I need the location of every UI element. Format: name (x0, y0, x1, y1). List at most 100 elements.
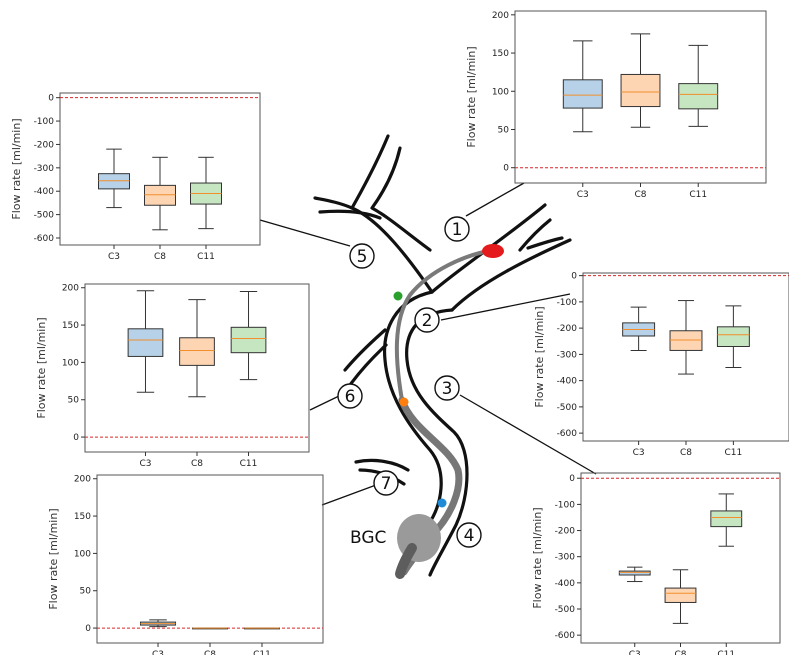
region-number-circles: 1 2 3 4 5 6 7 (337, 216, 482, 548)
y-tick-label: 200 (62, 284, 79, 294)
region-7-number: 7 (381, 474, 392, 494)
y-tick-label: -100 (555, 500, 576, 510)
marker-green (393, 291, 403, 301)
box-C11 (190, 156, 222, 230)
leader-3 (459, 394, 597, 475)
region-4-number: 4 (464, 526, 475, 546)
box-C8 (664, 569, 697, 624)
x-tick-label: C3 (152, 650, 164, 655)
box-C8 (620, 33, 661, 128)
region-1-number: 1 (452, 220, 463, 240)
box-C11 (230, 290, 267, 381)
box-iqr (98, 173, 130, 190)
vessel-aca-branch-outer (313, 196, 434, 294)
x-tick-label: C11 (253, 650, 271, 655)
y-tick-label: -400 (557, 377, 578, 387)
y-tick-label: 50 (68, 396, 80, 406)
box-C3 (140, 619, 177, 628)
region-5-circle (349, 243, 375, 269)
y-tick-label: 100 (62, 358, 79, 368)
y-tick-label: -200 (555, 527, 576, 537)
vessel-aca-branch-top (350, 134, 390, 210)
box-C3 (622, 306, 656, 351)
box-iqr (562, 79, 603, 109)
y-tick-label: -200 (557, 324, 578, 334)
y-tick-label: 100 (74, 549, 91, 559)
y-axis-label: Flow rate [ml/min] (10, 118, 23, 219)
box-iqr (618, 570, 651, 576)
box-iqr (678, 83, 719, 110)
y-tick-label: 0 (569, 474, 575, 484)
x-tick-label: C3 (108, 252, 120, 262)
box-iqr (716, 326, 750, 347)
y-tick-label: -200 (34, 140, 55, 150)
box-iqr (127, 328, 164, 357)
region-3-circle (434, 375, 460, 401)
chart-region-7: 0 50 100 150 200 Flow rate [ml/min] C3 C8 C11 (47, 474, 324, 655)
box-C8 (191, 627, 229, 630)
vessel-left-branch-2 (348, 343, 388, 387)
y-tick-label: 150 (74, 512, 91, 522)
vessel-aca-branch-top-2 (318, 209, 382, 220)
y-tick-label: 200 (492, 11, 509, 21)
y-axis-label: Flow rate [ml/min] (531, 507, 544, 608)
leader-1 (465, 182, 525, 217)
leader-lines (259, 182, 597, 506)
y-tick-label: 0 (85, 624, 91, 634)
box-C11 (710, 493, 743, 547)
chart-region-6: 0 50 100 150 200 Flow rate [ml/min] C3 C8 C11 (35, 283, 310, 469)
y-tick-label: -500 (555, 605, 576, 615)
bgc-shaft (395, 543, 417, 579)
box-iqr (230, 326, 267, 354)
box-C3 (562, 40, 603, 133)
x-tick-label: C8 (204, 650, 216, 655)
box-C8 (144, 156, 176, 231)
y-tick-label: 100 (492, 87, 509, 97)
chart-frame (96, 474, 324, 644)
box-C3 (618, 566, 651, 583)
y-tick-label: -300 (34, 164, 55, 174)
y-tick-label: -300 (557, 350, 578, 360)
box-C8 (669, 300, 703, 375)
x-tick-label: C3 (629, 650, 641, 655)
box-C3 (127, 290, 164, 393)
box-iqr (144, 184, 176, 206)
region-6-circle (337, 383, 363, 409)
x-tick-label: C8 (191, 459, 203, 469)
y-tick-label: -600 (557, 429, 578, 439)
x-tick-label: C11 (689, 190, 707, 200)
box-C3 (98, 148, 130, 209)
y-tick-label: 0 (571, 272, 577, 282)
x-tick-label: C8 (154, 252, 166, 262)
y-tick-label: 50 (80, 587, 92, 597)
box-C8 (179, 299, 215, 398)
y-tick-label: 150 (492, 49, 509, 59)
x-tick-label: C8 (674, 650, 686, 655)
bgc-label: BGC (350, 528, 386, 548)
y-tick-label: -500 (34, 211, 55, 221)
y-axis-label: Flow rate [ml/min] (35, 317, 48, 418)
vessel-mca-branch (518, 218, 552, 252)
vessel-lower-left (354, 458, 410, 472)
y-tick-label: 0 (73, 433, 79, 443)
x-tick-label: C3 (577, 190, 589, 200)
vessel-lower-wall (450, 238, 572, 312)
box-iqr (620, 73, 661, 108)
box-C11 (716, 305, 750, 368)
leader-5 (259, 219, 351, 247)
region-2-number: 2 (422, 311, 433, 331)
y-tick-label: -100 (34, 117, 55, 127)
chart-region-1: 0 50 100 150 200 Flow rate [ml/min] C3 C8 C11 (465, 10, 767, 200)
x-tick-label: C8 (680, 448, 692, 458)
y-tick-label: -600 (34, 234, 55, 244)
leader-6 (309, 395, 340, 411)
chart-region-4: 0 -100 -200 -300 -400 -500 -600 Flow rate [ml/m… (531, 472, 781, 655)
chart-region-5: 0 -100 -200 -300 -400 -500 -600 Flow rate [ml/m… (10, 92, 261, 262)
y-tick-label: 0 (48, 94, 54, 104)
y-tick-label: -500 (557, 403, 578, 413)
y-tick-label: 150 (62, 321, 79, 331)
y-axis-label: Flow rate [ml/min] (47, 508, 60, 609)
box-iqr (710, 510, 743, 528)
